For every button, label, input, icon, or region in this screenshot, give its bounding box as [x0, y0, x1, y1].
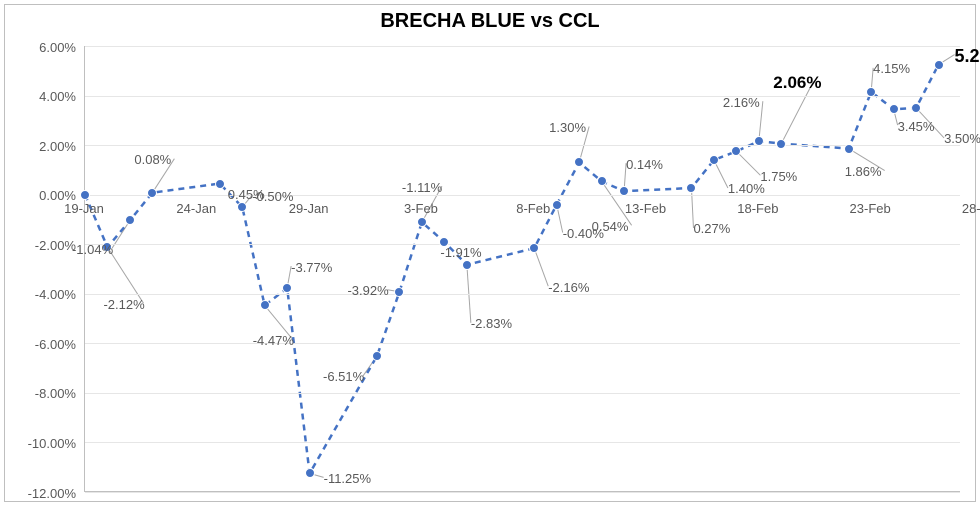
data-point: [552, 200, 562, 210]
data-label: 0.14%: [626, 157, 663, 172]
grid-line: [85, 145, 960, 146]
data-point: [125, 215, 135, 225]
series-line: [85, 65, 939, 474]
data-point: [147, 188, 157, 198]
x-axis-label: 19-Jan: [64, 201, 104, 216]
data-label: 5.25%: [955, 46, 980, 67]
grid-line: [85, 96, 960, 97]
x-axis-label: 28-Feb: [962, 201, 980, 216]
data-point: [889, 104, 899, 114]
grid-line: [85, 46, 960, 47]
data-point: [529, 243, 539, 253]
data-label: -2.83%: [471, 316, 512, 331]
x-axis-label: 29-Jan: [289, 201, 329, 216]
data-point: [372, 351, 382, 361]
grid-line: [85, 442, 960, 443]
grid-line: [85, 492, 960, 493]
leader-line: [736, 151, 760, 175]
data-point: [597, 176, 607, 186]
data-label: 1.75%: [760, 169, 797, 184]
data-label: 2.06%: [773, 73, 821, 93]
grid-line: [85, 195, 960, 196]
data-label: -1.91%: [440, 245, 481, 260]
data-point: [237, 202, 247, 212]
data-label: -2.12%: [103, 297, 144, 312]
data-label: -1.11%: [402, 180, 442, 195]
data-label: -3.92%: [347, 283, 388, 298]
data-point: [911, 103, 921, 113]
data-label: 0.54%: [592, 219, 629, 234]
data-point: [754, 136, 764, 146]
data-point: [282, 283, 292, 293]
data-label: 1.40%: [728, 181, 765, 196]
data-label: -3.77%: [291, 260, 332, 275]
x-axis-label: 23-Feb: [850, 201, 891, 216]
grid-line: [85, 343, 960, 344]
x-axis-label: 18-Feb: [737, 201, 778, 216]
chart-wrap: BRECHA BLUE vs CCL -2.12%-1.04%0.08%0.45…: [0, 0, 980, 506]
leader-line: [534, 248, 548, 286]
data-label: 4.15%: [873, 61, 910, 76]
data-label: 3.50%: [944, 131, 980, 146]
data-point: [686, 183, 696, 193]
x-axis-label: 8-Feb: [516, 201, 550, 216]
grid-line: [85, 294, 960, 295]
data-label: 0.08%: [134, 152, 171, 167]
data-label: 1.86%: [845, 164, 882, 179]
data-label: 2.16%: [723, 95, 760, 110]
x-axis-label: 3-Feb: [404, 201, 438, 216]
grid-line: [85, 244, 960, 245]
data-label: -6.51%: [323, 369, 364, 384]
data-point: [260, 300, 270, 310]
data-label: -4.47%: [253, 333, 294, 348]
chart-svg: [85, 46, 961, 492]
x-axis-label: 24-Jan: [176, 201, 216, 216]
data-label: 1.30%: [549, 120, 586, 135]
data-point: [394, 287, 404, 297]
data-point: [574, 157, 584, 167]
x-axis-label: 13-Feb: [625, 201, 666, 216]
grid-line: [85, 393, 960, 394]
data-label: -2.16%: [548, 280, 589, 295]
chart-title: BRECHA BLUE vs CCL: [0, 10, 980, 33]
data-point: [619, 186, 629, 196]
data-point: [866, 87, 876, 97]
data-label: -11.25%: [324, 471, 371, 486]
data-label: 0.27%: [693, 221, 730, 236]
data-label: -1.04%: [72, 242, 113, 257]
data-point: [417, 217, 427, 227]
data-point: [215, 179, 225, 189]
data-label: -0.50%: [252, 189, 293, 204]
data-point: [844, 144, 854, 154]
data-point: [709, 155, 719, 165]
data-point: [462, 260, 472, 270]
data-point: [80, 190, 90, 200]
data-point: [731, 146, 741, 156]
data-label: 3.45%: [898, 119, 935, 134]
data-point: [305, 468, 315, 478]
data-point: [934, 60, 944, 70]
plot-area: -2.12%-1.04%0.08%0.45%-0.50%-4.47%-3.77%…: [84, 46, 960, 492]
data-point: [776, 139, 786, 149]
